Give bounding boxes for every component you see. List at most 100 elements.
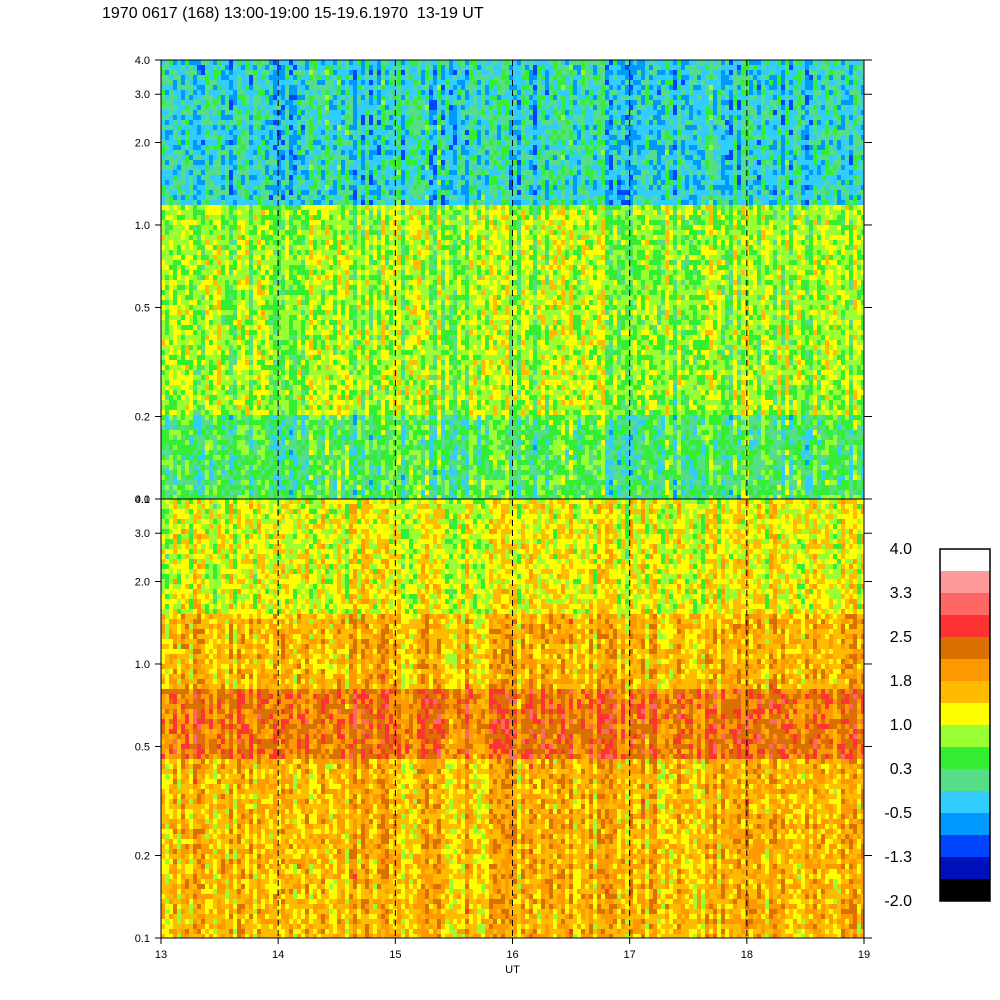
spectrogram-cell bbox=[273, 110, 278, 116]
spectrogram-cell bbox=[365, 295, 370, 301]
spectrogram-cell bbox=[169, 470, 174, 476]
spectrogram-cell bbox=[365, 480, 370, 486]
spectrogram-cell bbox=[169, 130, 174, 136]
spectrogram-cell bbox=[253, 170, 258, 176]
spectrogram-cell bbox=[213, 440, 218, 446]
spectrogram-cell bbox=[297, 250, 302, 256]
spectrogram-cell bbox=[293, 245, 298, 251]
spectrogram-cell bbox=[285, 380, 290, 386]
spectrogram-cell bbox=[229, 260, 234, 266]
spectrogram-cell bbox=[333, 165, 338, 171]
spectrogram-cell bbox=[377, 105, 382, 111]
spectrogram-cell bbox=[345, 115, 350, 121]
spectrogram-cell bbox=[341, 90, 346, 96]
spectrogram-cell bbox=[349, 70, 354, 76]
spectrogram-cell bbox=[225, 445, 230, 451]
spectrogram-cell bbox=[249, 325, 254, 331]
spectrogram-cell bbox=[309, 225, 314, 231]
spectrogram-cell bbox=[237, 390, 242, 396]
spectrogram-cell bbox=[385, 235, 390, 241]
spectrogram-cell bbox=[333, 255, 338, 261]
spectrogram-cell bbox=[233, 160, 238, 166]
spectrogram-cell bbox=[245, 345, 250, 351]
spectrogram-cell bbox=[229, 165, 234, 171]
spectrogram-cell bbox=[321, 385, 326, 391]
spectrogram-cell bbox=[249, 255, 254, 261]
spectrogram-cell bbox=[369, 70, 374, 76]
spectrogram-cell bbox=[289, 70, 294, 76]
spectrogram-cell bbox=[285, 190, 290, 196]
spectrogram-cell bbox=[241, 300, 246, 306]
spectrogram-cell bbox=[201, 340, 206, 346]
spectrogram-cell bbox=[341, 165, 346, 171]
spectrogram-cell bbox=[249, 385, 254, 391]
spectrogram-cell bbox=[333, 270, 338, 276]
spectrogram-cell bbox=[285, 130, 290, 136]
spectrogram-cell bbox=[237, 145, 242, 151]
spectrogram-cell bbox=[173, 120, 178, 126]
spectrogram-cell bbox=[297, 470, 302, 476]
spectrogram-cell bbox=[297, 195, 302, 201]
spectrogram-cell bbox=[205, 225, 210, 231]
spectrogram-cell bbox=[321, 105, 326, 111]
spectrogram-cell bbox=[297, 120, 302, 126]
spectrogram-cell bbox=[213, 295, 218, 301]
spectrogram-cell bbox=[273, 225, 278, 231]
spectrogram-cell bbox=[273, 210, 278, 216]
spectrogram-cell bbox=[237, 125, 242, 131]
spectrogram-cell bbox=[173, 265, 178, 271]
upper-panel bbox=[161, 60, 864, 499]
spectrogram-cell bbox=[289, 425, 294, 431]
spectrogram-cell bbox=[341, 405, 346, 411]
spectrogram-cell bbox=[273, 145, 278, 151]
spectrogram-cell bbox=[233, 465, 238, 471]
spectrogram-cell bbox=[249, 105, 254, 111]
spectrogram-cell bbox=[233, 290, 238, 296]
spectrogram-cell bbox=[269, 360, 274, 366]
spectrogram-cell bbox=[289, 345, 294, 351]
spectrogram-cell bbox=[333, 240, 338, 246]
spectrogram-cell bbox=[293, 230, 298, 236]
spectrogram-cell bbox=[185, 385, 190, 391]
spectrogram-cell bbox=[165, 375, 170, 381]
spectrogram-cell bbox=[245, 115, 250, 121]
spectrogram-cell bbox=[313, 150, 318, 156]
spectrogram-cell bbox=[285, 145, 290, 151]
spectrogram-cell bbox=[309, 230, 314, 236]
spectrogram-cell bbox=[321, 275, 326, 281]
spectrogram-cell bbox=[189, 400, 194, 406]
spectrogram-cell bbox=[285, 210, 290, 216]
spectrogram-cell bbox=[221, 440, 226, 446]
spectrogram-cell bbox=[205, 300, 210, 306]
spectrogram-cell bbox=[253, 475, 258, 481]
spectrogram-cell bbox=[205, 90, 210, 96]
spectrogram-cell bbox=[281, 125, 286, 131]
spectrogram-cell bbox=[261, 420, 266, 426]
spectrogram-cell bbox=[169, 200, 174, 206]
spectrogram-cell bbox=[213, 380, 218, 386]
spectrogram-cell bbox=[297, 410, 302, 416]
spectrogram-cell bbox=[249, 135, 254, 141]
spectrogram-cell bbox=[213, 225, 218, 231]
spectrogram-cell bbox=[357, 460, 362, 466]
spectrogram-cell bbox=[325, 205, 330, 211]
spectrogram-cell bbox=[169, 305, 174, 311]
spectrogram-cell bbox=[253, 405, 258, 411]
spectrogram-cell bbox=[213, 70, 218, 76]
spectrogram-cell bbox=[177, 205, 182, 211]
spectrogram-cell bbox=[353, 435, 358, 441]
spectrogram-cell bbox=[237, 285, 242, 291]
spectrogram-cell bbox=[269, 475, 274, 481]
spectrogram-cell bbox=[357, 465, 362, 471]
spectrogram-cell bbox=[381, 355, 386, 361]
spectrogram-cell bbox=[357, 220, 362, 226]
spectrogram-cell bbox=[377, 135, 382, 141]
spectrogram-cell bbox=[273, 195, 278, 201]
spectrogram-cell bbox=[289, 220, 294, 226]
spectrogram-cell bbox=[177, 150, 182, 156]
spectrogram-cell bbox=[309, 200, 314, 206]
spectrogram-cell bbox=[329, 185, 334, 191]
spectrogram-cell bbox=[385, 120, 390, 126]
spectrogram-cell bbox=[325, 245, 330, 251]
spectrogram-cell bbox=[233, 175, 238, 181]
